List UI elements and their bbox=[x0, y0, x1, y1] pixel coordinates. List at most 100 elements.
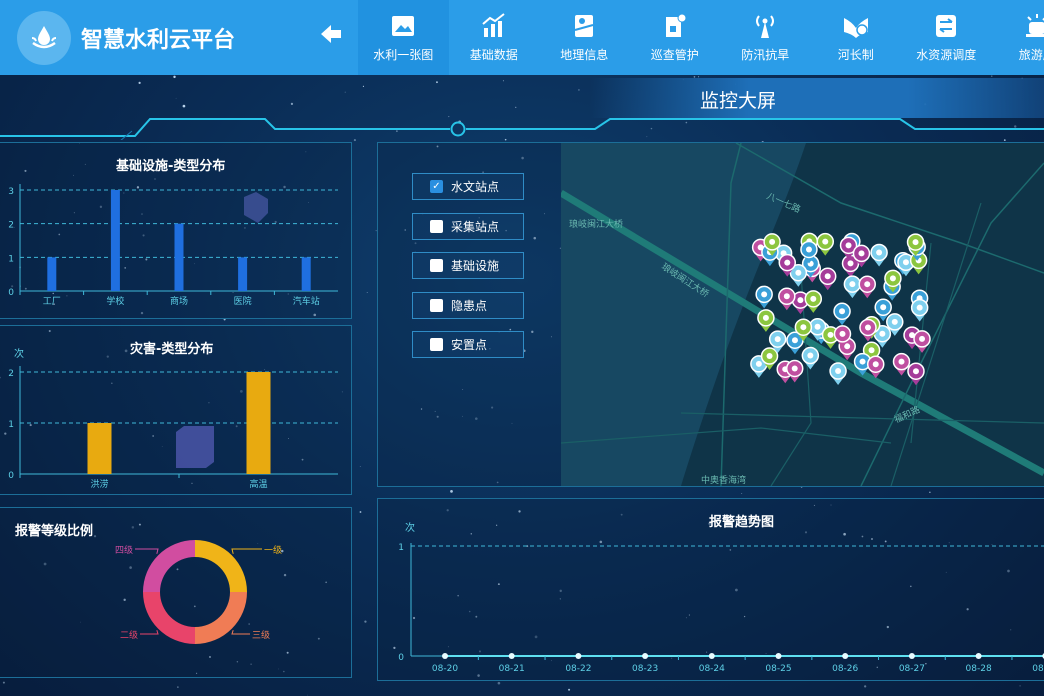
bar-chart-icon bbox=[480, 12, 508, 40]
star bbox=[317, 637, 320, 640]
checkbox-unchecked-icon[interactable] bbox=[430, 219, 443, 233]
map-marker-glyph bbox=[791, 337, 798, 344]
star bbox=[138, 81, 141, 85]
star bbox=[1019, 685, 1021, 687]
star bbox=[283, 185, 286, 189]
nav-item-2[interactable]: 地理信息 bbox=[539, 0, 630, 75]
star bbox=[48, 329, 51, 333]
star bbox=[43, 562, 47, 566]
alarm-trend-line-chart: 0 1次 08-20 08-21 08-22 08-23 08-24 08-25 08-26 08… bbox=[398, 521, 1044, 674]
nav-item-7[interactable]: 旅游应 bbox=[992, 0, 1044, 75]
y-axis-label: 次 bbox=[14, 347, 24, 360]
map-marker-glyph bbox=[822, 238, 829, 245]
star bbox=[484, 229, 487, 233]
data-point bbox=[642, 653, 649, 659]
map-marker-glyph bbox=[795, 269, 802, 276]
label-leader-line bbox=[140, 630, 159, 635]
x-tick-label: 08-25 bbox=[765, 664, 791, 674]
map-marker-glyph bbox=[839, 330, 846, 337]
star bbox=[124, 267, 126, 269]
star bbox=[84, 163, 86, 165]
star bbox=[741, 493, 743, 494]
star bbox=[489, 348, 491, 350]
star bbox=[362, 85, 365, 87]
star bbox=[140, 311, 144, 315]
decorative-cube-icon bbox=[176, 426, 214, 468]
nav-item-4[interactable]: 防汛抗旱 bbox=[720, 0, 811, 75]
checkbox-checked-icon[interactable]: ✓ bbox=[430, 180, 443, 193]
star bbox=[462, 389, 464, 390]
layer-label: 采集站点 bbox=[451, 219, 500, 234]
label-leader-line bbox=[231, 548, 262, 554]
data-point bbox=[442, 653, 448, 659]
data-point bbox=[508, 653, 515, 659]
nav-item-0[interactable]: 水利一张图 bbox=[358, 0, 449, 75]
star bbox=[283, 573, 287, 577]
chart-title: 基础设施-类型分布 bbox=[116, 159, 226, 174]
star bbox=[145, 258, 148, 261]
star bbox=[414, 250, 416, 252]
star bbox=[154, 178, 156, 180]
layer-checkbox-3[interactable]: 隐患点 bbox=[412, 291, 524, 319]
star bbox=[123, 192, 125, 194]
checkbox-unchecked-icon[interactable] bbox=[430, 338, 443, 351]
x-tick-label: 08-27 bbox=[899, 664, 925, 674]
star bbox=[550, 660, 552, 662]
star bbox=[521, 156, 524, 160]
nav-item-6[interactable]: 水资源调度 bbox=[901, 0, 992, 75]
star bbox=[141, 213, 143, 215]
x-tick-label: 高温 bbox=[249, 478, 267, 490]
y-tick-label: 2 bbox=[8, 221, 14, 231]
layer-checkbox-0[interactable]: ✓ 水文站点 bbox=[412, 173, 524, 200]
app-title: 智慧水利云平台 bbox=[81, 28, 236, 53]
star bbox=[412, 616, 416, 620]
star bbox=[193, 605, 196, 608]
star bbox=[991, 75, 993, 77]
star bbox=[308, 202, 309, 203]
y-tick-label: 1 bbox=[398, 543, 404, 553]
star bbox=[364, 620, 367, 623]
data-point bbox=[708, 653, 715, 659]
star bbox=[142, 234, 145, 237]
checkbox-unchecked-icon[interactable] bbox=[430, 298, 443, 312]
nav-item-3[interactable]: 巡查管护 bbox=[630, 0, 721, 75]
slice-label: 三级 bbox=[252, 629, 270, 641]
map-marker-glyph bbox=[810, 295, 817, 302]
layer-checkbox-4[interactable]: 安置点 bbox=[412, 331, 524, 358]
x-tick-label: 工厂 bbox=[43, 296, 61, 307]
bar bbox=[301, 257, 311, 291]
star bbox=[404, 229, 406, 231]
bar bbox=[246, 372, 271, 474]
star bbox=[543, 213, 545, 215]
nav-label: 防汛抗旱 bbox=[741, 48, 790, 62]
donut-slice bbox=[143, 592, 195, 644]
star bbox=[447, 646, 449, 648]
x-tick-label: 08-28 bbox=[966, 664, 992, 674]
donut-slice bbox=[195, 592, 247, 644]
nav-label: 旅游应 bbox=[1018, 48, 1044, 62]
star bbox=[13, 226, 15, 228]
star bbox=[344, 91, 346, 93]
star bbox=[264, 369, 266, 370]
star bbox=[599, 540, 603, 544]
nav-item-5[interactable]: 河长制 bbox=[811, 0, 902, 75]
checkbox-unchecked-icon[interactable] bbox=[430, 259, 443, 272]
star bbox=[620, 513, 623, 516]
layer-checkbox-2[interactable]: 基础设施 bbox=[412, 252, 524, 279]
star bbox=[80, 621, 81, 623]
star bbox=[4, 432, 7, 435]
star bbox=[436, 145, 439, 148]
chart-title: 灾害-类型分布 bbox=[130, 342, 214, 357]
map-marker-glyph bbox=[858, 250, 865, 257]
star bbox=[457, 308, 460, 311]
star bbox=[925, 662, 927, 665]
map-marker-glyph bbox=[909, 332, 916, 339]
map-marker-glyph bbox=[880, 304, 887, 311]
nav-item-1[interactable]: 基础数据 bbox=[449, 0, 540, 75]
back-arrow-icon[interactable] bbox=[319, 22, 343, 53]
star bbox=[688, 614, 690, 616]
layer-checkbox-1[interactable]: 采集站点 bbox=[412, 212, 524, 240]
map-marker-glyph bbox=[774, 336, 781, 343]
